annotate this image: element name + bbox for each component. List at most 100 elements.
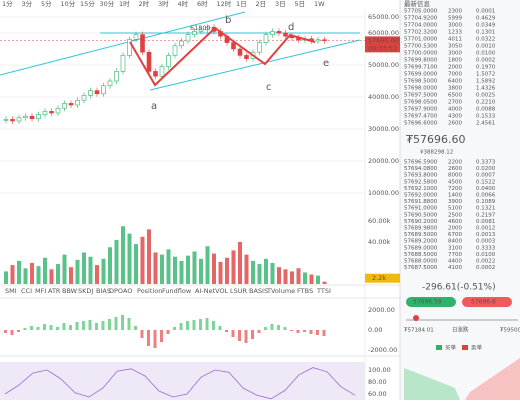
book-cell: 1.4326 xyxy=(476,86,496,92)
volume-bar xyxy=(114,239,119,284)
osc-bar xyxy=(43,324,46,330)
volume-bar xyxy=(199,258,203,284)
volume-bar xyxy=(238,242,242,284)
legend-buy xyxy=(436,345,442,350)
osc-bar xyxy=(140,330,144,338)
candle xyxy=(120,55,126,72)
book-cell: 2600 xyxy=(448,166,462,172)
book-cell: 4600 xyxy=(448,219,462,225)
volume-bar xyxy=(277,267,281,284)
volume-bar xyxy=(23,268,28,284)
book-cell: 4100 xyxy=(448,265,462,271)
candle xyxy=(55,107,61,114)
book-cell: 0.3333 xyxy=(476,245,496,251)
ask: 57696.6 xyxy=(471,299,496,306)
range-label: 日涨跌 xyxy=(452,326,469,334)
interval-tab: 3分 xyxy=(22,0,33,8)
candle xyxy=(3,119,9,121)
stoch-tick: 60.00 xyxy=(368,390,387,398)
volume-bar xyxy=(218,261,223,284)
book-cell: 3900 xyxy=(448,199,462,205)
osc-bar xyxy=(75,322,79,330)
book-cell: 1.5072 xyxy=(476,72,495,78)
book-cell: 0.2197 xyxy=(476,212,496,218)
volume-bar xyxy=(290,271,294,284)
candle xyxy=(276,31,282,34)
interval-tab: 1分 xyxy=(2,0,13,8)
osc-bar xyxy=(322,330,326,336)
candle xyxy=(198,29,204,32)
book-cell: 0.0010 xyxy=(476,44,496,50)
book-cell: 3100 xyxy=(448,245,462,251)
volume-bar xyxy=(75,259,80,284)
osc-bar xyxy=(283,327,287,330)
candle xyxy=(127,39,132,56)
volume-bar xyxy=(17,260,21,284)
osc-bar xyxy=(212,321,215,330)
indicator-tab: SMI xyxy=(5,287,17,295)
book-cell: 57700.5300 xyxy=(404,44,438,50)
bid-btn xyxy=(406,297,456,307)
volume-bar xyxy=(95,265,99,284)
interval-tab: 1W xyxy=(314,0,325,8)
candle xyxy=(29,115,35,120)
osc-bar xyxy=(303,330,306,332)
candle xyxy=(315,39,321,42)
price-tick: 50000.00 xyxy=(368,61,399,69)
osc-bar xyxy=(114,317,118,330)
osc-bar xyxy=(160,330,163,342)
book-cell: 0.0002 xyxy=(476,265,495,271)
volume-bar xyxy=(309,274,314,284)
book-cell: 0.4629 xyxy=(476,16,496,22)
indicator-tab: DPO xyxy=(109,287,123,295)
book-cell: 0.1522 xyxy=(476,179,495,185)
legend-sell-label: 卖单 xyxy=(471,344,483,352)
candle xyxy=(172,45,178,56)
book-cell: 57696.6000 xyxy=(404,121,438,127)
wave-label: d xyxy=(288,22,294,33)
book-cell: 4300 xyxy=(448,114,462,120)
volume-bar xyxy=(251,260,255,284)
stoch-tick: 100.00 xyxy=(368,366,391,374)
osc-bar xyxy=(316,330,319,335)
book-cell: 8000 xyxy=(448,173,462,179)
book-cell: 57696.5900 xyxy=(404,160,438,166)
book-cell: 57693.8000 xyxy=(404,173,438,179)
indicator-tab: AO xyxy=(123,287,132,295)
osc-bar xyxy=(231,330,235,337)
book-cell: 4400 xyxy=(448,259,462,265)
book-cell: 57701.0000 xyxy=(404,37,438,43)
book-cell: 5100 xyxy=(448,206,462,212)
osc-bar xyxy=(23,328,27,330)
book-cell: 57691.8800 xyxy=(404,199,438,205)
book-cell: 7200 xyxy=(448,186,462,192)
book-cell: 57689.9800 xyxy=(404,226,438,232)
book-cell: 57698.0500 xyxy=(404,100,438,106)
candle xyxy=(101,85,106,95)
indicator-tab: BASIS xyxy=(249,287,268,295)
osc-bar xyxy=(56,327,59,330)
book-cell: 0.1533 xyxy=(476,114,496,120)
book-cell: 2300 xyxy=(448,9,462,15)
candle xyxy=(133,34,139,40)
candle xyxy=(244,55,249,59)
osc-bar xyxy=(49,325,53,330)
candle xyxy=(185,34,191,42)
osc-bar xyxy=(82,321,85,330)
wave-label: a xyxy=(151,101,157,112)
osc-tick: -2000.00 xyxy=(368,346,397,354)
osc-bar xyxy=(179,323,183,330)
candle xyxy=(62,103,67,109)
osc-bar xyxy=(166,330,170,334)
osc-bar xyxy=(10,330,14,335)
book-cell: 2200 xyxy=(448,160,462,166)
book-cell: 0.0001 xyxy=(476,9,495,15)
book-cell: 6500 xyxy=(448,93,462,99)
volume-bar xyxy=(225,257,229,284)
candle xyxy=(42,111,48,115)
osc-bar xyxy=(30,326,33,330)
bid: 57696.59 xyxy=(413,299,442,306)
trend-line xyxy=(149,39,361,91)
candle xyxy=(159,66,165,77)
book-cell: 57699.7100 xyxy=(404,65,438,71)
